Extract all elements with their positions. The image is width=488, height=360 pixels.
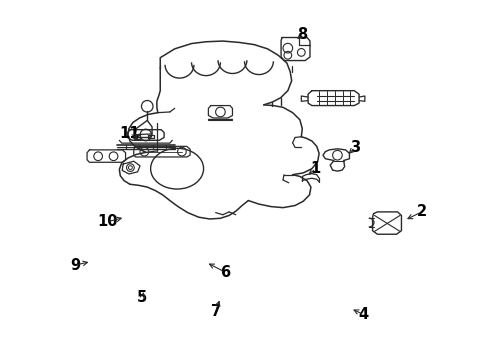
Text: 8: 8 xyxy=(297,27,307,42)
Text: 7: 7 xyxy=(210,304,220,319)
Text: 11: 11 xyxy=(120,126,140,141)
Text: 5: 5 xyxy=(137,290,147,305)
Text: 6: 6 xyxy=(220,265,230,280)
Text: 9: 9 xyxy=(70,257,80,273)
Text: 10: 10 xyxy=(97,214,117,229)
Text: 4: 4 xyxy=(358,307,368,322)
Text: 2: 2 xyxy=(416,204,426,219)
Text: 3: 3 xyxy=(349,140,360,155)
Text: 1: 1 xyxy=(310,161,320,176)
